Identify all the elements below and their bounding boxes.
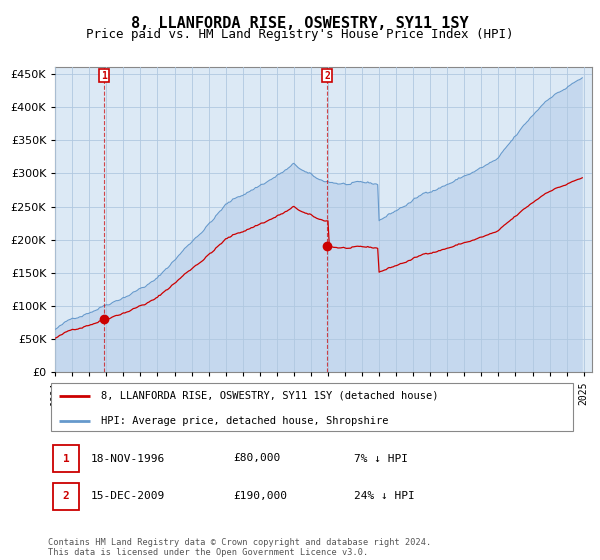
Text: £190,000: £190,000 (233, 491, 287, 501)
Text: 2: 2 (62, 491, 70, 501)
Text: 8, LLANFORDA RISE, OSWESTRY, SY11 1SY: 8, LLANFORDA RISE, OSWESTRY, SY11 1SY (131, 16, 469, 31)
Text: 2: 2 (325, 71, 330, 81)
Text: Contains HM Land Registry data © Crown copyright and database right 2024.
This d: Contains HM Land Registry data © Crown c… (48, 538, 431, 557)
Text: 18-NOV-1996: 18-NOV-1996 (90, 454, 164, 464)
FancyBboxPatch shape (53, 445, 79, 472)
FancyBboxPatch shape (53, 483, 79, 510)
Text: 7% ↓ HPI: 7% ↓ HPI (354, 454, 408, 464)
Text: 1: 1 (101, 71, 107, 81)
Text: 8, LLANFORDA RISE, OSWESTRY, SY11 1SY (detached house): 8, LLANFORDA RISE, OSWESTRY, SY11 1SY (d… (101, 391, 438, 401)
Text: 24% ↓ HPI: 24% ↓ HPI (354, 491, 415, 501)
Text: Price paid vs. HM Land Registry's House Price Index (HPI): Price paid vs. HM Land Registry's House … (86, 28, 514, 41)
FancyBboxPatch shape (50, 384, 574, 431)
Text: £80,000: £80,000 (233, 454, 280, 464)
Text: 15-DEC-2009: 15-DEC-2009 (90, 491, 164, 501)
Text: 1: 1 (62, 454, 70, 464)
Text: HPI: Average price, detached house, Shropshire: HPI: Average price, detached house, Shro… (101, 416, 388, 426)
